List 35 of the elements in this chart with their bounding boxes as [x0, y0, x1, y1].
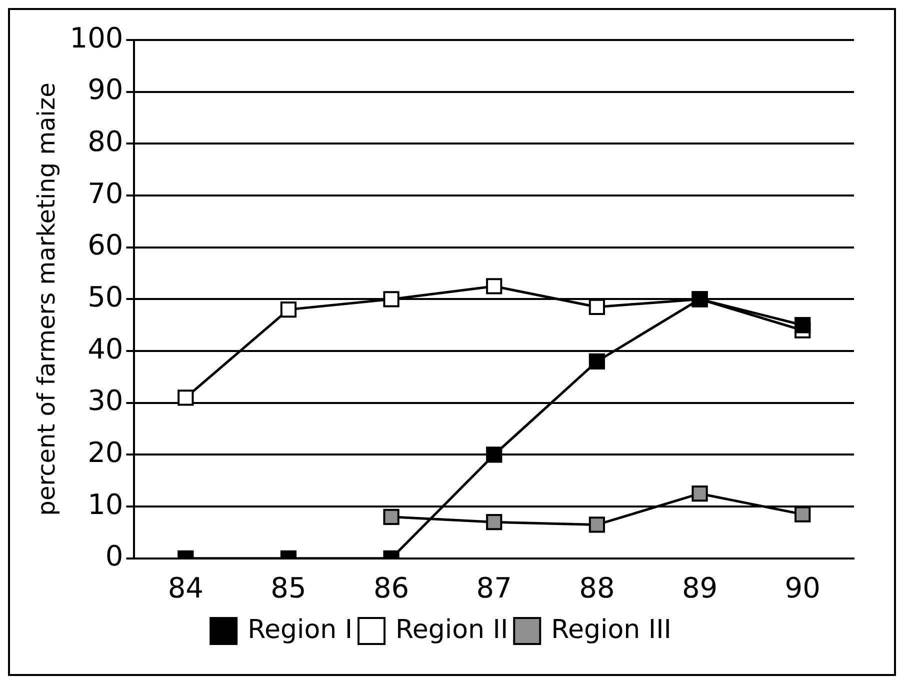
point	[178, 390, 194, 406]
y-tick-label: 20	[88, 436, 124, 469]
x-tick-label: 88	[579, 571, 615, 604]
y-tick-label: 70	[88, 176, 124, 210]
legend-label: Region III	[551, 614, 672, 645]
point	[383, 291, 400, 308]
y-tick-label: 50	[88, 280, 124, 314]
point	[486, 278, 502, 294]
y-tick-label: 40	[88, 332, 124, 366]
point	[486, 446, 502, 463]
point	[794, 317, 811, 334]
x-tick-label: 90	[784, 571, 820, 604]
x-tick-label: 87	[476, 571, 512, 604]
point	[280, 301, 297, 318]
point	[794, 506, 811, 522]
point	[588, 516, 606, 533]
point	[486, 514, 502, 530]
legend-label: Region I	[248, 614, 353, 645]
y-tick-label: 60	[88, 228, 124, 262]
point	[588, 298, 606, 316]
y-tick-label: 30	[88, 384, 124, 418]
point	[383, 508, 400, 525]
point	[692, 486, 708, 502]
x-tick-label: 89	[682, 571, 718, 604]
point	[588, 353, 606, 370]
y-tick-label: 100	[70, 21, 124, 54]
x-tick-label: 84	[168, 571, 204, 604]
y-tick-label: 0	[105, 540, 124, 573]
y-tick-label: 80	[88, 124, 124, 158]
x-tick-label: 86	[373, 571, 410, 604]
x-tick-label: 85	[270, 571, 306, 604]
y-axis-title: percent of farmers marketing maize	[32, 82, 61, 516]
y-tick-label: 90	[88, 73, 124, 106]
legend-label: Region II	[396, 614, 508, 645]
y-tick-label: 10	[88, 488, 124, 521]
